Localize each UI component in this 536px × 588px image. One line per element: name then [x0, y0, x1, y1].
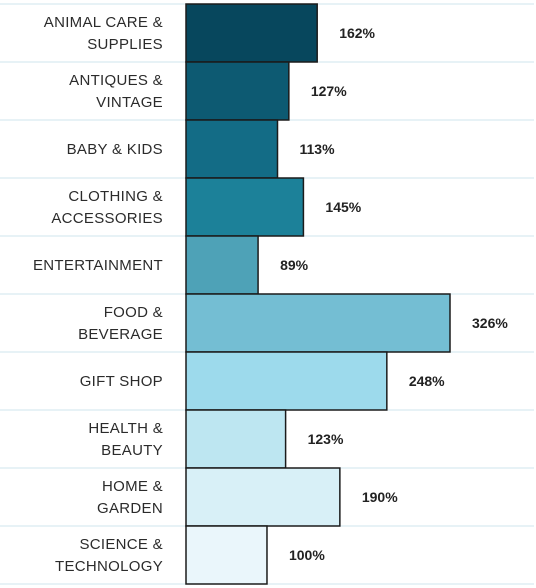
bar: [185, 409, 287, 469]
bar: [185, 235, 259, 295]
value-label: 113%: [300, 141, 336, 157]
bar: [185, 177, 305, 237]
value-label: 89%: [280, 257, 309, 273]
category-label: HEALTH &: [88, 420, 163, 437]
category-label: ANTIQUES &: [69, 72, 163, 89]
category-labels: ANIMAL CARE & SUPPLIES ANTIQUES & VINTAGE BA…: [33, 14, 163, 575]
value-label: 162%: [339, 25, 375, 41]
value-labels: 162% 127% 113% 145% 89% 326% 248% 123% 190% 100%: [280, 25, 508, 563]
value-label: 248%: [409, 373, 445, 389]
category-label: HOME &: [102, 478, 163, 495]
value-label: 100%: [289, 547, 325, 563]
bar: [185, 293, 451, 353]
category-label: GIFT SHOP: [80, 373, 163, 390]
category-label: VINTAGE: [96, 94, 163, 111]
bar: [185, 119, 279, 179]
category-label: TECHNOLOGY: [55, 558, 163, 575]
bar: [185, 525, 268, 585]
value-label: 145%: [325, 199, 361, 215]
value-label: 127%: [311, 83, 347, 99]
category-label: ANIMAL CARE &: [44, 14, 163, 31]
category-label: BEVERAGE: [78, 326, 163, 343]
bar: [185, 3, 318, 63]
bars: [185, 3, 451, 585]
category-label: BEAUTY: [101, 442, 163, 459]
value-label: 326%: [472, 315, 508, 331]
category-label: CLOTHING &: [68, 188, 163, 205]
category-label: SUPPLIES: [87, 36, 163, 53]
value-label: 190%: [362, 489, 398, 505]
category-label: GARDEN: [97, 500, 163, 517]
bar: [185, 61, 290, 121]
category-label: FOOD &: [104, 304, 163, 321]
category-label: ACCESSORIES: [51, 210, 163, 227]
bar: [185, 351, 388, 411]
bar: [185, 467, 341, 527]
category-label: BABY & KIDS: [67, 141, 163, 158]
category-label: ENTERTAINMENT: [33, 257, 163, 274]
value-label: 123%: [308, 431, 344, 447]
category-label: SCIENCE &: [79, 536, 163, 553]
